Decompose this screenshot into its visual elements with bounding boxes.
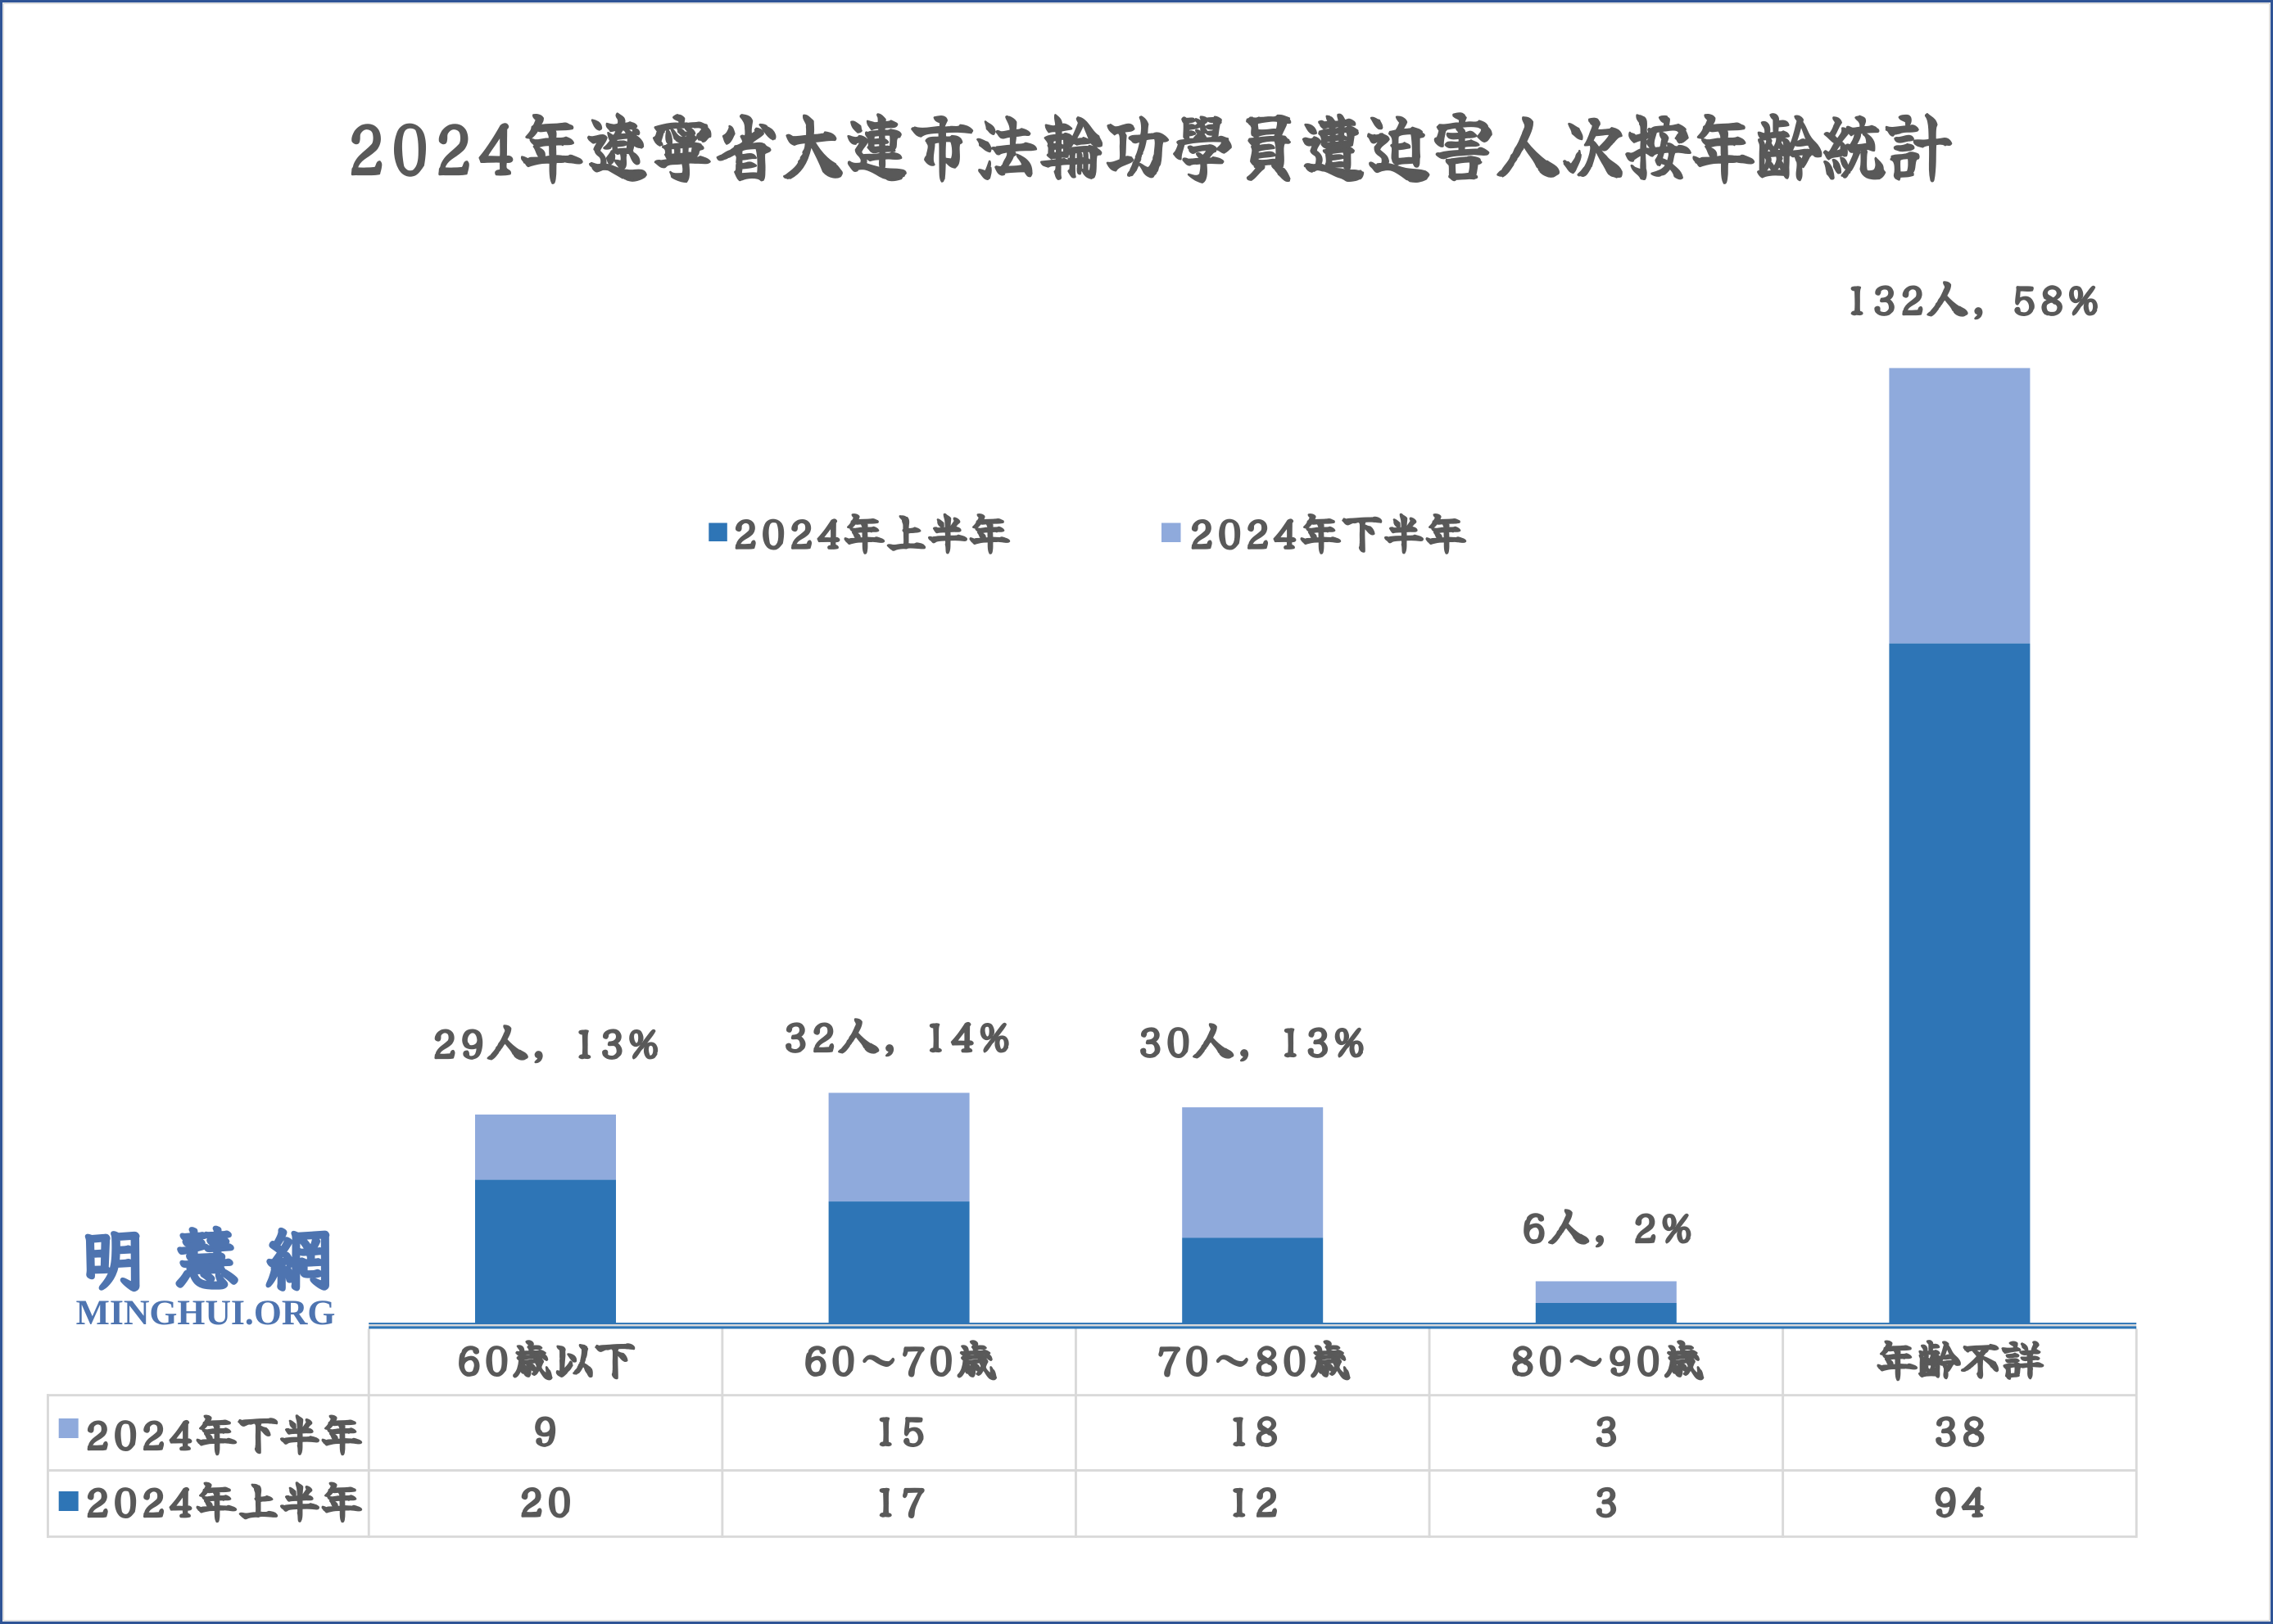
svg-text:MINGHUI.ORG: MINGHUI.ORG bbox=[76, 1294, 336, 1332]
